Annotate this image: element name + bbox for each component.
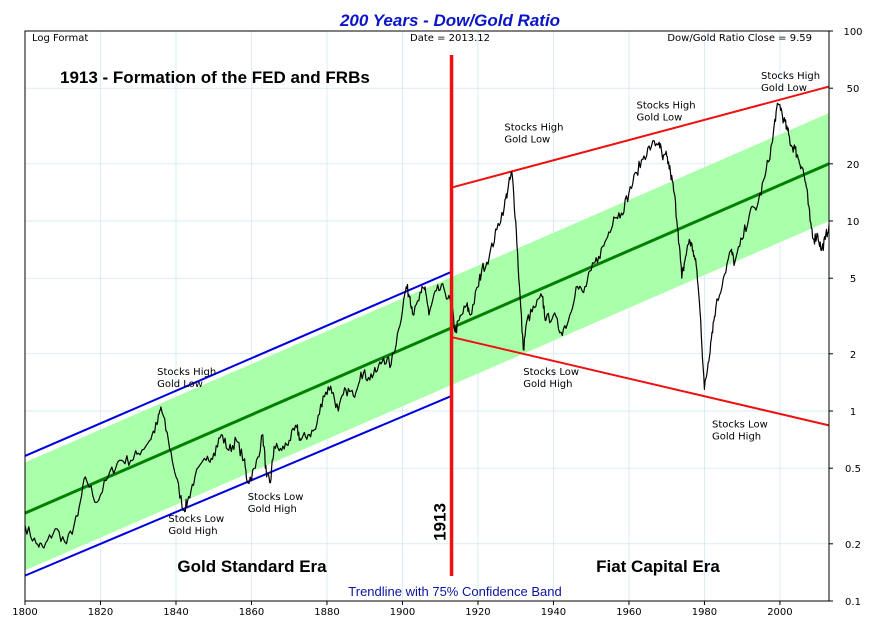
- y-tick-label-7: 20: [847, 160, 860, 171]
- marker-1913-label: 1913: [431, 503, 450, 541]
- trend-line: [24, 162, 830, 515]
- x-tick-label-1880: 1880: [314, 607, 339, 618]
- annotation-1: Stocks Low Gold High: [168, 514, 224, 537]
- annotation-line2-1: Gold High: [168, 526, 217, 537]
- y-tick-label-4: 2: [850, 350, 856, 361]
- annotation-4: Stocks Low Gold High: [523, 367, 579, 390]
- x-tick-label-1960: 1960: [616, 607, 641, 618]
- headline: 1913 - Formation of the FED and FRBs: [60, 68, 370, 87]
- gold-era-upper-channel: [24, 270, 452, 457]
- x-tick-label-1920: 1920: [465, 607, 490, 618]
- annotation-line1-2: Stocks Low: [248, 492, 304, 503]
- gold-standard-era-label: Gold Standard Era: [177, 557, 327, 576]
- y-tick-label-8: 50: [847, 84, 860, 95]
- annotation-line1-7: Stocks High: [761, 71, 820, 82]
- annotation-line1-3: Stocks High: [504, 122, 563, 133]
- y-tick-label-1: 0.2: [845, 540, 861, 551]
- grid-lines: [24, 30, 829, 602]
- chart-title: 200 Years - Dow/Gold Ratio: [339, 11, 560, 30]
- x-tick-label-2000: 2000: [767, 607, 792, 618]
- fiat-era-upper-channel: [451, 85, 830, 189]
- fiat-capital-era-label: Fiat Capital Era: [596, 557, 720, 576]
- x-tick-label-1860: 1860: [239, 607, 264, 618]
- date-label: Date = 2013.12: [410, 33, 490, 44]
- x-tick-label-1980: 1980: [692, 607, 717, 618]
- y-axis-ticks: 0.1 0.2 0.5 1 2 5 10 20 50 100: [829, 27, 863, 608]
- x-tick-label-1900: 1900: [390, 607, 415, 618]
- y-tick-label-0: 0.1: [845, 597, 861, 608]
- annotation-line2-4: Gold High: [523, 379, 572, 390]
- annotation-line1-1: Stocks Low: [168, 514, 224, 525]
- annotation-line1-4: Stocks Low: [523, 367, 579, 378]
- annotation-line1-5: Stocks High: [636, 101, 695, 112]
- trend-channels: [24, 85, 830, 577]
- annotation-3: Stocks High Gold Low: [504, 122, 563, 145]
- plot-frame: [24, 30, 830, 602]
- ratio-close-label: Dow/Gold Ratio Close = 9.59: [667, 33, 812, 44]
- annotation-line1-6: Stocks Low: [712, 419, 768, 430]
- y-tick-label-6: 10: [847, 217, 860, 228]
- annotation-6: Stocks Low Gold High: [712, 419, 768, 442]
- annotation-line2-0: Gold Low: [157, 379, 203, 390]
- annotation-line2-3: Gold Low: [504, 134, 550, 145]
- y-tick-label-9: 100: [843, 27, 862, 38]
- annotation-2: Stocks Low Gold High: [248, 492, 304, 515]
- annotation-line2-5: Gold Low: [636, 113, 682, 124]
- annotation-0: Stocks High Gold Low: [157, 367, 216, 390]
- x-tick-label-1800: 1800: [12, 607, 37, 618]
- x-tick-label-1940: 1940: [541, 607, 566, 618]
- gold-era-lower-channel: [24, 395, 452, 577]
- x-tick-label-1840: 1840: [163, 607, 188, 618]
- x-axis-ticks: 1800 1820 1840 1860 1880 1900 1920 1940 1960 1980…: [12, 601, 793, 618]
- annotation-line2-7: Gold Low: [761, 83, 807, 94]
- annotation-line2-2: Gold High: [248, 504, 297, 515]
- x-tick-label-1820: 1820: [88, 607, 113, 618]
- log-format-label: Log Format: [32, 33, 88, 44]
- annotation-line1-0: Stocks High: [157, 367, 216, 378]
- dow-gold-ratio-line: [24, 102, 830, 549]
- annotation-7: Stocks High Gold Low: [761, 71, 820, 94]
- subtitle: Trendline with 75% Confidence Band: [348, 584, 561, 599]
- confidence-band: [25, 113, 829, 571]
- fiat-era-lower-channel: [451, 336, 830, 427]
- y-tick-label-3: 1: [850, 407, 856, 418]
- y-tick-label-5: 5: [850, 274, 856, 285]
- annotation-line2-6: Gold High: [712, 431, 761, 442]
- annotation-5: Stocks High Gold Low: [636, 101, 695, 124]
- y-tick-label-2: 0.5: [845, 464, 861, 475]
